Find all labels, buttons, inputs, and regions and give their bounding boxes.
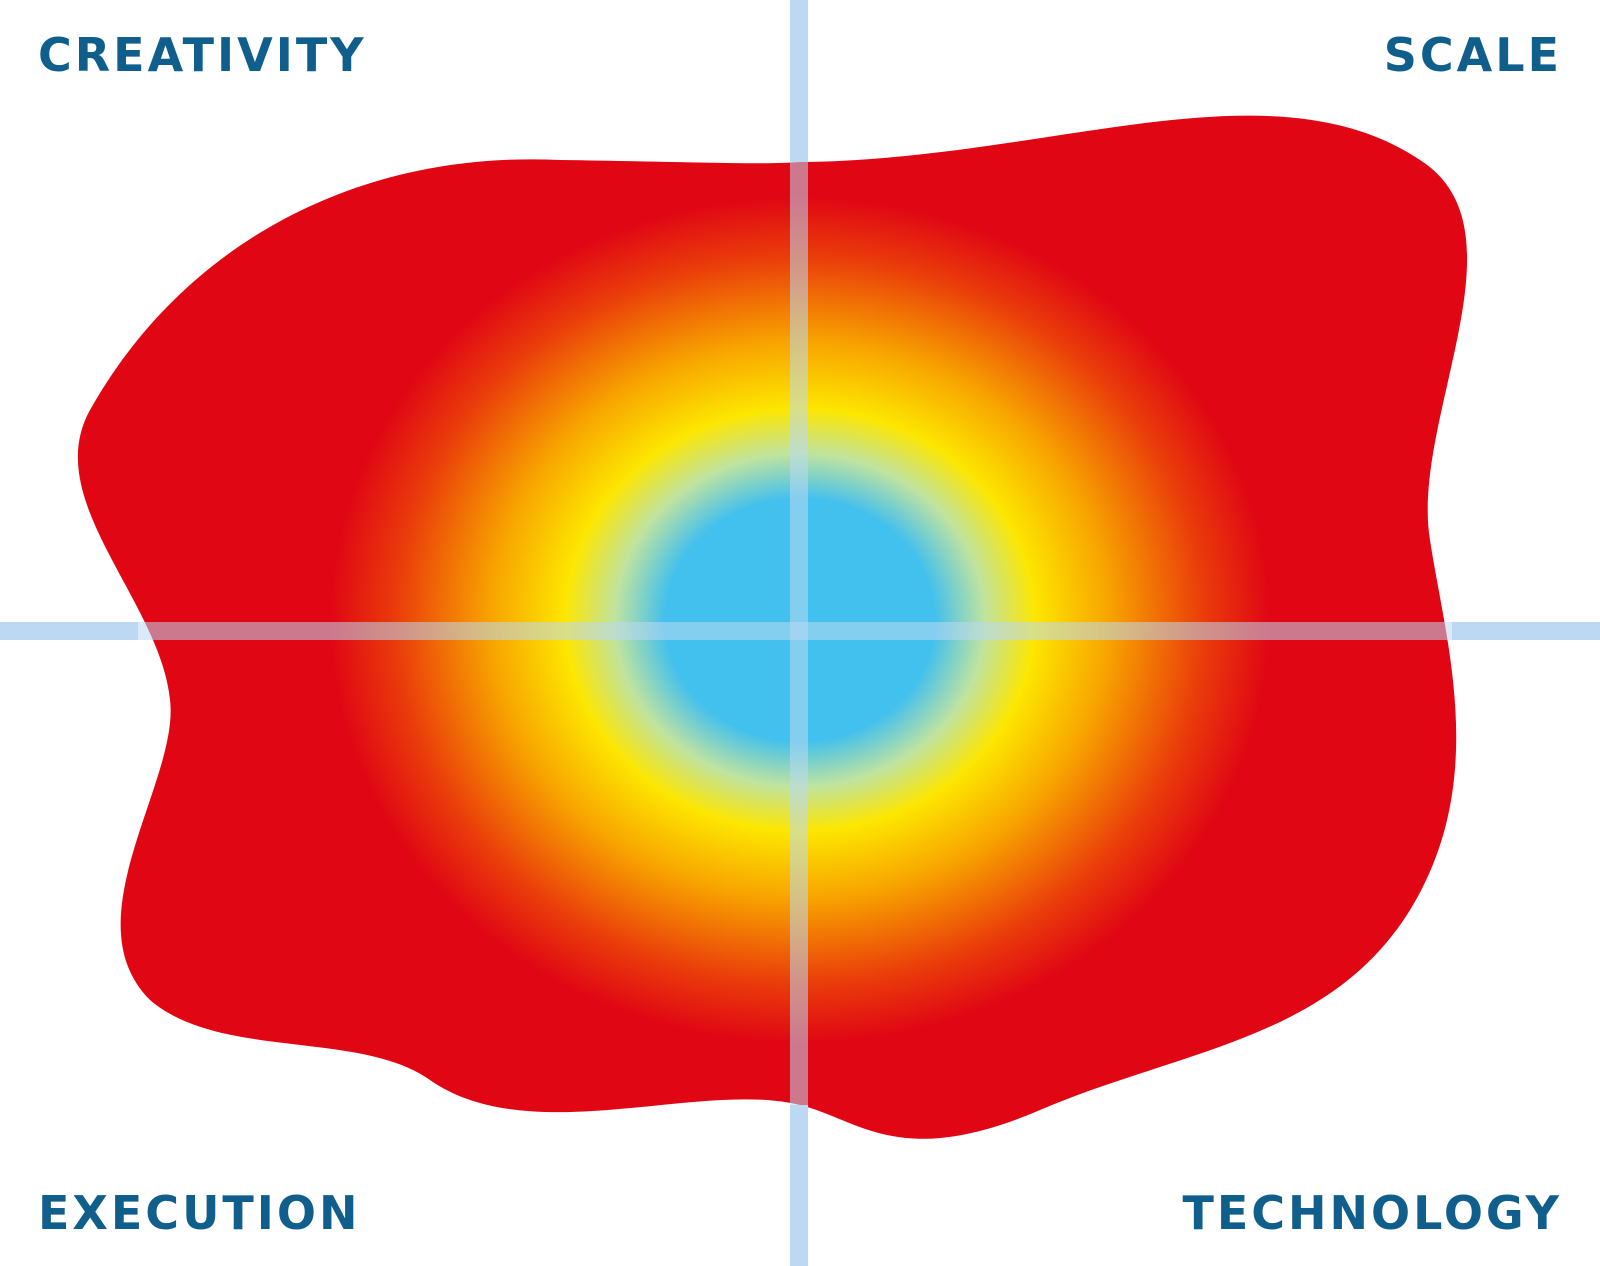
quadrant-label-scale: SCALE — [1383, 28, 1562, 82]
quadrant-label-execution: EXECUTION — [38, 1186, 361, 1240]
quadrant-label-technology: TECHNOLOGY — [1182, 1186, 1562, 1240]
quadrant-label-creativity: CREATIVITY — [38, 28, 367, 82]
horizontal-axis-line — [0, 622, 1600, 640]
